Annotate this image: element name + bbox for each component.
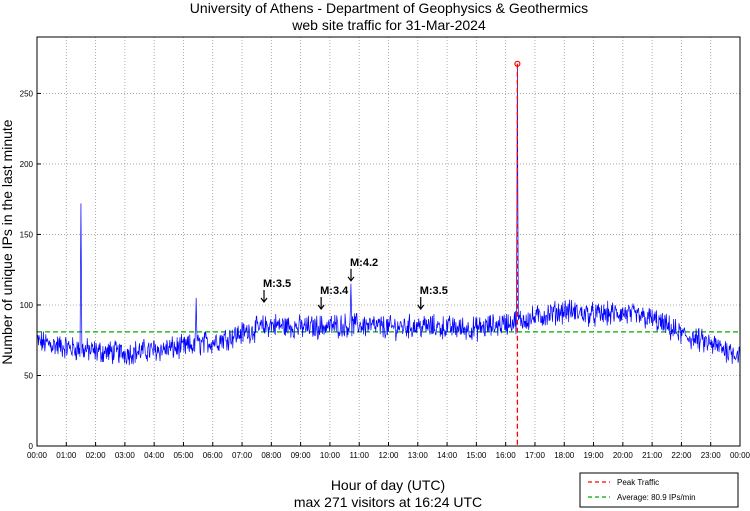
x-axis-label: Hour of day (UTC) [331,477,445,493]
x-tick-label: 08:00 [261,451,282,460]
x-axis-ticks: 00:00 01:00 02:00 03:00 04:00 05:00 06:00 07:00… [27,442,750,460]
x-tick-label: 05:00 [173,451,194,460]
legend-peak-label: Peak Traffic [617,478,659,487]
x-tick-label: 10:00 [320,451,341,460]
y-tick-label: 50 [24,371,33,380]
x-tick-label: 12:00 [378,451,399,460]
chart-subtitle: web site traffic for 31-Mar-2024 [291,17,486,33]
chart-footer: max 271 visitors at 16:24 UTC [294,494,482,510]
legend-box [579,472,739,508]
x-tick-label: 03:00 [115,451,136,460]
earthquake-label: M:3.5 [263,278,291,290]
x-tick-label: 07:00 [232,451,253,460]
annotation-layer: M:3.5 M:3.4 M:4.2 M:3.5 [260,257,448,311]
x-tick-label: 14:00 [437,451,458,460]
annotation-arrowhead [417,304,425,311]
x-tick-label: 04:00 [144,451,165,460]
x-tick-label: 02:00 [86,451,107,460]
y-tick-label: 150 [20,230,34,239]
x-tick-label: 21:00 [642,451,663,460]
annotation-arrowhead [260,297,268,303]
x-tick-label: 00:00 [27,451,48,460]
x-tick-label: 23:00 [701,451,722,460]
x-tick-label: 22:00 [671,451,692,460]
x-tick-label: 16:00 [496,451,517,460]
x-tick-label: 01:00 [56,451,77,460]
y-axis-ticks: 0 50 100 150 200 250 [20,89,41,451]
traffic-series-line [36,63,741,366]
x-tick-label: 19:00 [584,451,605,460]
y-tick-label: 0 [29,442,34,451]
chart-title: University of Athens - Department of Geo… [190,0,588,16]
y-tick-label: 250 [20,89,34,98]
x-tick-label: 09:00 [291,451,312,460]
x-tick-label: 06:00 [203,451,224,460]
x-tick-label: 11:00 [349,451,369,460]
annotation-arrowhead [347,276,355,282]
earthquake-label: M:3.5 [420,285,448,297]
y-tick-label: 200 [20,160,34,169]
earthquake-label: M:4.2 [350,257,378,269]
x-tick-label: 17:00 [525,451,546,460]
y-tick-label: 100 [20,301,34,310]
x-tick-label: 15:00 [466,451,487,460]
legend: Peak Traffic Average: 80.9 IPs/min [579,472,739,508]
peak-marker [514,60,521,67]
x-tick-label: 20:00 [613,451,634,460]
x-tick-label: 00:00 [730,451,750,460]
y-axis-label: Number of unique IPs in the last minute [0,119,15,364]
x-tick-label: 13:00 [408,451,429,460]
legend-average-label: Average: 80.9 IPs/min [617,493,696,502]
annotation-arrowhead [317,304,325,311]
grid-lines [37,37,740,446]
series-layer [36,63,741,366]
earthquake-label: M:3.4 [320,285,349,297]
x-tick-label: 18:00 [554,451,575,460]
peak-layer [514,60,521,446]
